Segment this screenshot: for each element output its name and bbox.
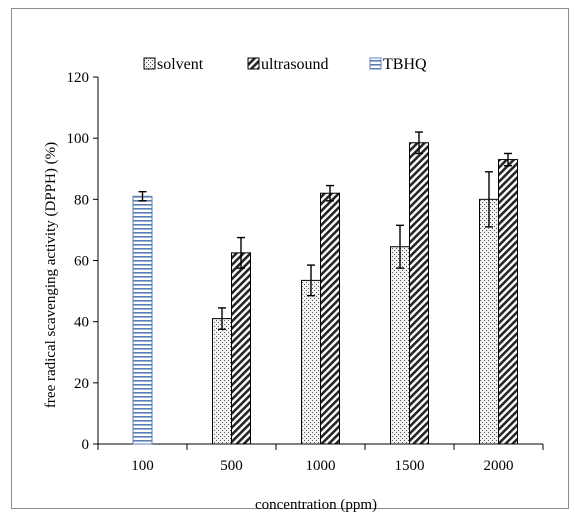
x-tick-label: 500 <box>220 458 243 474</box>
chart-frame <box>11 8 569 509</box>
bar-ultrasound <box>409 142 429 445</box>
y-tick-label: 0 <box>82 437 90 453</box>
y-tick-label: 100 <box>67 131 90 147</box>
bar-ultrasound <box>231 252 251 445</box>
y-tick-label: 40 <box>74 315 89 331</box>
x-tick-label: 1000 <box>306 458 336 474</box>
x-tick-label: 1500 <box>395 458 425 474</box>
y-tick-label: 60 <box>74 254 89 270</box>
legend-item-ultrasound: ultrasound <box>247 56 329 73</box>
y-tick-label: 20 <box>74 376 89 392</box>
legend-swatch-solvent <box>143 57 156 70</box>
bar-tbhq <box>132 195 153 445</box>
bar-solvent <box>390 246 410 445</box>
bars <box>132 131 518 445</box>
legend: solvent ultrasound TBHQ <box>143 56 427 73</box>
y-tick-label: 120 <box>67 70 90 86</box>
y-axis-title: free radical scavenging activity (DPPH) … <box>43 142 59 408</box>
bar-solvent <box>301 279 321 445</box>
bar-solvent <box>212 318 232 445</box>
legend-label-solvent: solvent <box>157 56 204 73</box>
bar-ultrasound <box>320 192 340 445</box>
legend-swatch-ultrasound <box>247 57 260 70</box>
legend-item-tbhq: TBHQ <box>369 56 427 73</box>
x-axis-title: concentration (ppm) <box>255 497 377 513</box>
x-tick-label: 2000 <box>484 458 514 474</box>
bar-solvent <box>479 198 499 445</box>
bar-ultrasound <box>498 159 518 445</box>
legend-item-solvent: solvent <box>143 56 204 73</box>
legend-label-ultrasound: ultrasound <box>261 56 329 73</box>
legend-label-tbhq: TBHQ <box>383 56 427 73</box>
legend-swatch-tbhq <box>369 57 382 70</box>
y-tick-label: 80 <box>74 192 89 208</box>
tick-labels: 0 20 40 60 80 100 120 100 500 1000 1500 2000 <box>67 70 514 474</box>
x-tick-label: 100 <box>131 458 154 474</box>
